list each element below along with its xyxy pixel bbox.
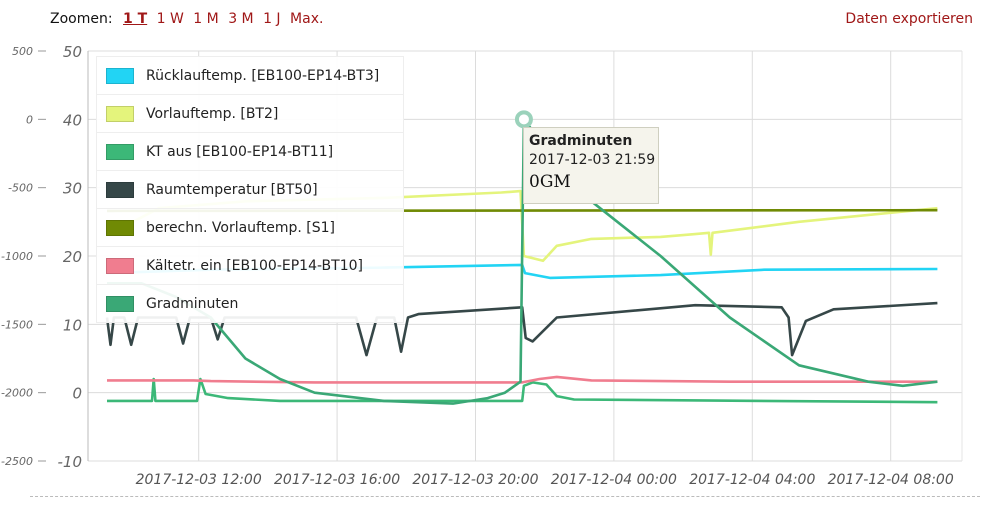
series-line [107, 118, 938, 405]
legend-item[interactable]: Kältetr. ein [EB100-EP14-BT10] [97, 247, 403, 285]
legend-item[interactable]: berechn. Vorlauftemp. [S1] [97, 209, 403, 247]
x-axis-tick: 2017-12-03 20:00 [412, 472, 538, 488]
right-axis-tick: 40 [63, 111, 82, 129]
zoom-option-1j[interactable]: 1 J [263, 11, 281, 27]
zoom-option-3m[interactable]: 3 M [228, 11, 254, 27]
legend-swatch [106, 67, 134, 84]
left-axis-tick: 0 [26, 113, 33, 126]
legend-item[interactable]: Gradminuten [97, 285, 403, 322]
bottom-divider [30, 496, 980, 497]
series-line [107, 375, 938, 384]
x-axis-tick: 2017-12-04 04:00 [689, 472, 815, 488]
tooltip-title: Gradminuten [529, 133, 633, 149]
legend-swatch [106, 295, 134, 312]
chart-legend: Rücklauftemp. [EB100-EP14-BT3] Vorlauftem… [96, 56, 404, 323]
zoom-label: Zoomen: [50, 11, 113, 27]
x-axis-tick: 2017-12-03 12:00 [136, 472, 262, 488]
left-axis-tick: -500 [8, 182, 33, 195]
left-axis-tick: -1000 [1, 250, 33, 263]
toolbar: Zoomen: 1 T 1 W 1 M 3 M 1 J Max. Daten e… [0, 0, 990, 40]
zoom-option-1m[interactable]: 1 M [193, 11, 219, 27]
series-line [107, 377, 938, 404]
zoom-option-1t[interactable]: 1 T [123, 11, 148, 27]
right-axis-tick: 30 [63, 180, 82, 198]
legend-item[interactable]: Rücklauftemp. [EB100-EP14-BT3] [97, 57, 403, 95]
legend-item[interactable]: Raumtemperatur [BT50] [97, 171, 403, 209]
legend-item[interactable]: KT aus [EB100-EP14-BT11] [97, 133, 403, 171]
legend-label: Kältetr. ein [EB100-EP14-BT10] [146, 257, 363, 274]
zoom-option-max[interactable]: Max. [290, 11, 324, 27]
legend-label: Rücklauftemp. [EB100-EP14-BT3] [146, 67, 380, 84]
legend-swatch [106, 219, 134, 236]
x-axis-tick: 2017-12-04 08:00 [828, 472, 954, 488]
tooltip-value: 0GM [529, 172, 571, 192]
legend-label: Gradminuten [146, 295, 239, 312]
tooltip-time: 2017-12-03 21:59 [529, 152, 656, 168]
legend-item[interactable]: Vorlauftemp. [BT2] [97, 95, 403, 133]
right-axis-tick: 50 [63, 43, 82, 61]
hover-marker [514, 110, 533, 129]
chart-tooltip: Gradminuten 2017-12-03 21:59 0GM [523, 127, 659, 204]
export-data-link[interactable]: Daten exportieren [845, 11, 973, 27]
right-axis-tick: 0 [72, 385, 82, 403]
right-axis-tick: 10 [63, 316, 82, 334]
x-axis-tick: 2017-12-04 00:00 [551, 472, 677, 488]
left-axis-tick: -2000 [1, 387, 33, 400]
legend-label: KT aus [EB100-EP14-BT11] [146, 143, 334, 160]
legend-label: Raumtemperatur [BT50] [146, 181, 318, 198]
legend-swatch [106, 143, 134, 160]
zoom-option-1w[interactable]: 1 W [156, 11, 184, 27]
right-axis-tick: 20 [63, 248, 82, 266]
x-axis-tick: 2017-12-03 16:00 [274, 472, 400, 488]
zoom-controls: Zoomen: 1 T 1 W 1 M 3 M 1 J Max. [50, 11, 328, 27]
right-axis-tick: -10 [58, 453, 83, 471]
legend-swatch [106, 257, 134, 274]
legend-label: berechn. Vorlauftemp. [S1] [146, 219, 335, 236]
left-axis-tick: -2500 [1, 455, 33, 468]
legend-swatch [106, 181, 134, 198]
left-axis-tick: 500 [12, 45, 33, 58]
legend-label: Vorlauftemp. [BT2] [146, 105, 279, 122]
left-axis-tick: -1500 [1, 318, 33, 331]
legend-swatch [106, 105, 134, 122]
